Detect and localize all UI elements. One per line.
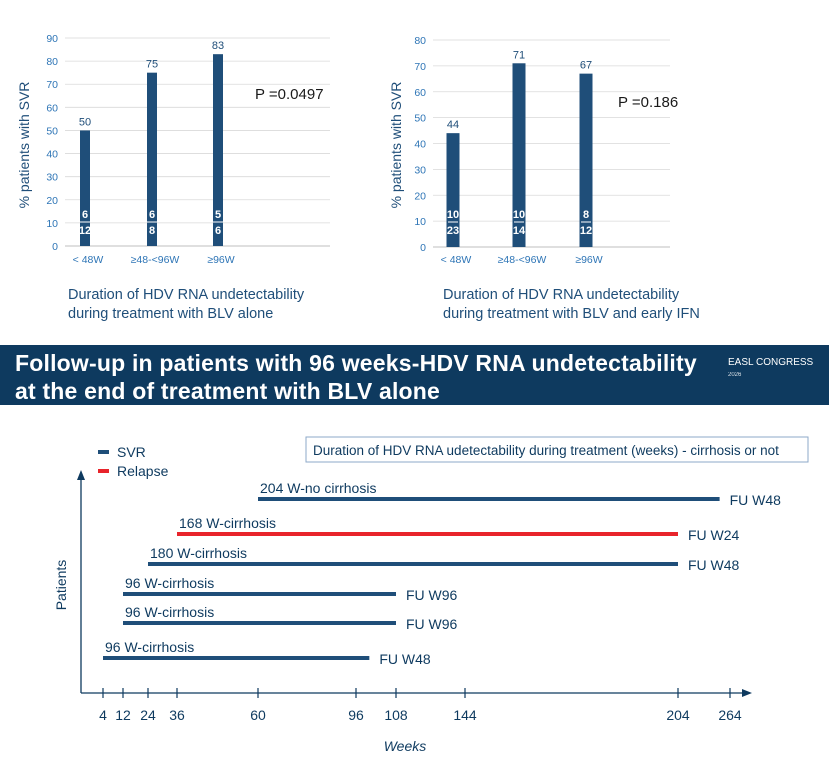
x-tick-label: 204 (666, 707, 690, 723)
chart-caption-line: Duration of HDV RNA undetectability (68, 287, 305, 303)
fraction-numerator: 5 (215, 209, 221, 221)
bar-value-label: 44 (447, 119, 459, 131)
y-tick-label: 10 (414, 216, 426, 228)
y-tick-label: 70 (414, 61, 426, 73)
x-tick-label: 4 (99, 707, 107, 723)
easl-congress-logo: EASL CONGRESS 2026 (728, 357, 813, 381)
bar (80, 130, 90, 246)
y-tick-label: 50 (46, 125, 58, 137)
y-tick-label: 80 (46, 56, 58, 68)
y-tick-label: 80 (414, 35, 426, 47)
y-tick-label: 10 (46, 218, 58, 230)
chart-caption-line: during treatment with BLV and early IFN (443, 306, 700, 322)
bar-value-label: 83 (212, 40, 224, 52)
y-tick-label: 30 (46, 172, 58, 184)
follow-up-label: FU W48 (688, 557, 740, 573)
fraction-denominator: 12 (79, 225, 91, 237)
x-tick-label: 96 (348, 707, 364, 723)
x-tick-label: 60 (250, 707, 266, 723)
patient-label: 168 W-cirrhosis (179, 515, 276, 531)
description-box (305, 436, 809, 463)
bar-value-label: 50 (79, 116, 91, 128)
logo-year: 2026 (728, 372, 742, 378)
fraction-denominator: 6 (215, 225, 221, 237)
y-tick-label: 40 (46, 149, 58, 161)
patient-label: 96 W-cirrhosis (125, 575, 214, 591)
bar (512, 63, 526, 247)
y-tick-label: 40 (414, 139, 426, 151)
fraction-numerator: 8 (583, 209, 589, 221)
y-tick-label: 20 (414, 190, 426, 202)
fraction-numerator: 6 (149, 209, 155, 221)
p-value-annotation: P =0.186 (618, 94, 678, 111)
x-tick-label: 24 (140, 707, 156, 723)
y-tick-label: 60 (46, 102, 58, 114)
x-tick-label: ≥48-<96W (131, 254, 180, 266)
bar (446, 133, 460, 247)
fraction-numerator: 6 (82, 209, 88, 221)
chart-caption-line: Duration of HDV RNA undetectability (443, 287, 680, 303)
y-tick-label: 60 (414, 87, 426, 99)
y-tick-label: 20 (46, 195, 58, 207)
y-tick-label: 30 (414, 164, 426, 176)
follow-up-label: FU W24 (688, 527, 740, 543)
x-axis-arrowhead (742, 689, 752, 697)
fraction-denominator: 23 (447, 225, 459, 237)
banner-title: Follow-up in patients with 96 weeks-HDV … (15, 350, 697, 404)
section-banner: Follow-up in patients with 96 weeks-HDV … (0, 345, 829, 405)
follow-up-label: FU W48 (379, 651, 431, 667)
follow-up-label: FU W48 (730, 492, 782, 508)
fraction-numerator: 10 (447, 209, 459, 221)
x-tick-label: ≥48-<96W (498, 254, 547, 266)
x-tick-label: 12 (115, 707, 131, 723)
x-tick-label: ≥96W (575, 254, 602, 266)
fraction-denominator: 14 (513, 225, 526, 237)
x-axis-title: Weeks (384, 738, 427, 754)
logo-text: EASL CONGRESS (728, 357, 814, 368)
x-tick-label: 108 (384, 707, 408, 723)
patient-label: 204 W-no cirrhosis (260, 480, 376, 496)
y-axis-title: Patients (53, 560, 69, 611)
description-box-label: Duration of HDV RNA udetectability durin… (313, 443, 779, 458)
patient-label: 96 W-cirrhosis (125, 604, 214, 620)
y-tick-label: 70 (46, 79, 58, 91)
legend-label-relapse: Relapse (117, 463, 169, 479)
y-axis-title: % patients with SVR (16, 82, 32, 209)
bar (213, 54, 223, 246)
bar-value-label: 71 (513, 49, 525, 61)
x-tick-label: ≥96W (207, 254, 234, 266)
y-tick-label: 0 (52, 241, 58, 253)
x-tick-label: 144 (453, 707, 477, 723)
bar (147, 72, 157, 247)
chart-caption-line: during treatment with BLV alone (68, 306, 273, 322)
p-value-annotation: P =0.0497 (255, 86, 324, 103)
y-tick-label: 90 (46, 33, 58, 45)
fraction-denominator: 8 (149, 225, 155, 237)
y-tick-label: 0 (420, 242, 426, 254)
patient-label: 180 W-cirrhosis (150, 545, 247, 561)
fraction-denominator: 12 (580, 225, 592, 237)
legend-label-svr: SVR (117, 444, 146, 460)
x-tick-label: < 48W (73, 254, 104, 266)
x-tick-label: 264 (718, 707, 742, 723)
y-axis-title: % patients with SVR (388, 82, 404, 209)
bar (579, 73, 593, 247)
patient-label: 96 W-cirrhosis (105, 639, 194, 655)
fraction-numerator: 10 (513, 209, 525, 221)
follow-up-label: FU W96 (406, 587, 458, 603)
bar-value-label: 75 (146, 59, 158, 71)
y-tick-label: 50 (414, 113, 426, 125)
bar-value-label: 67 (580, 60, 592, 72)
x-tick-label: < 48W (441, 254, 472, 266)
x-tick-label: 36 (169, 707, 185, 723)
y-axis-arrowhead (77, 470, 85, 480)
follow-up-label: FU W96 (406, 616, 458, 632)
